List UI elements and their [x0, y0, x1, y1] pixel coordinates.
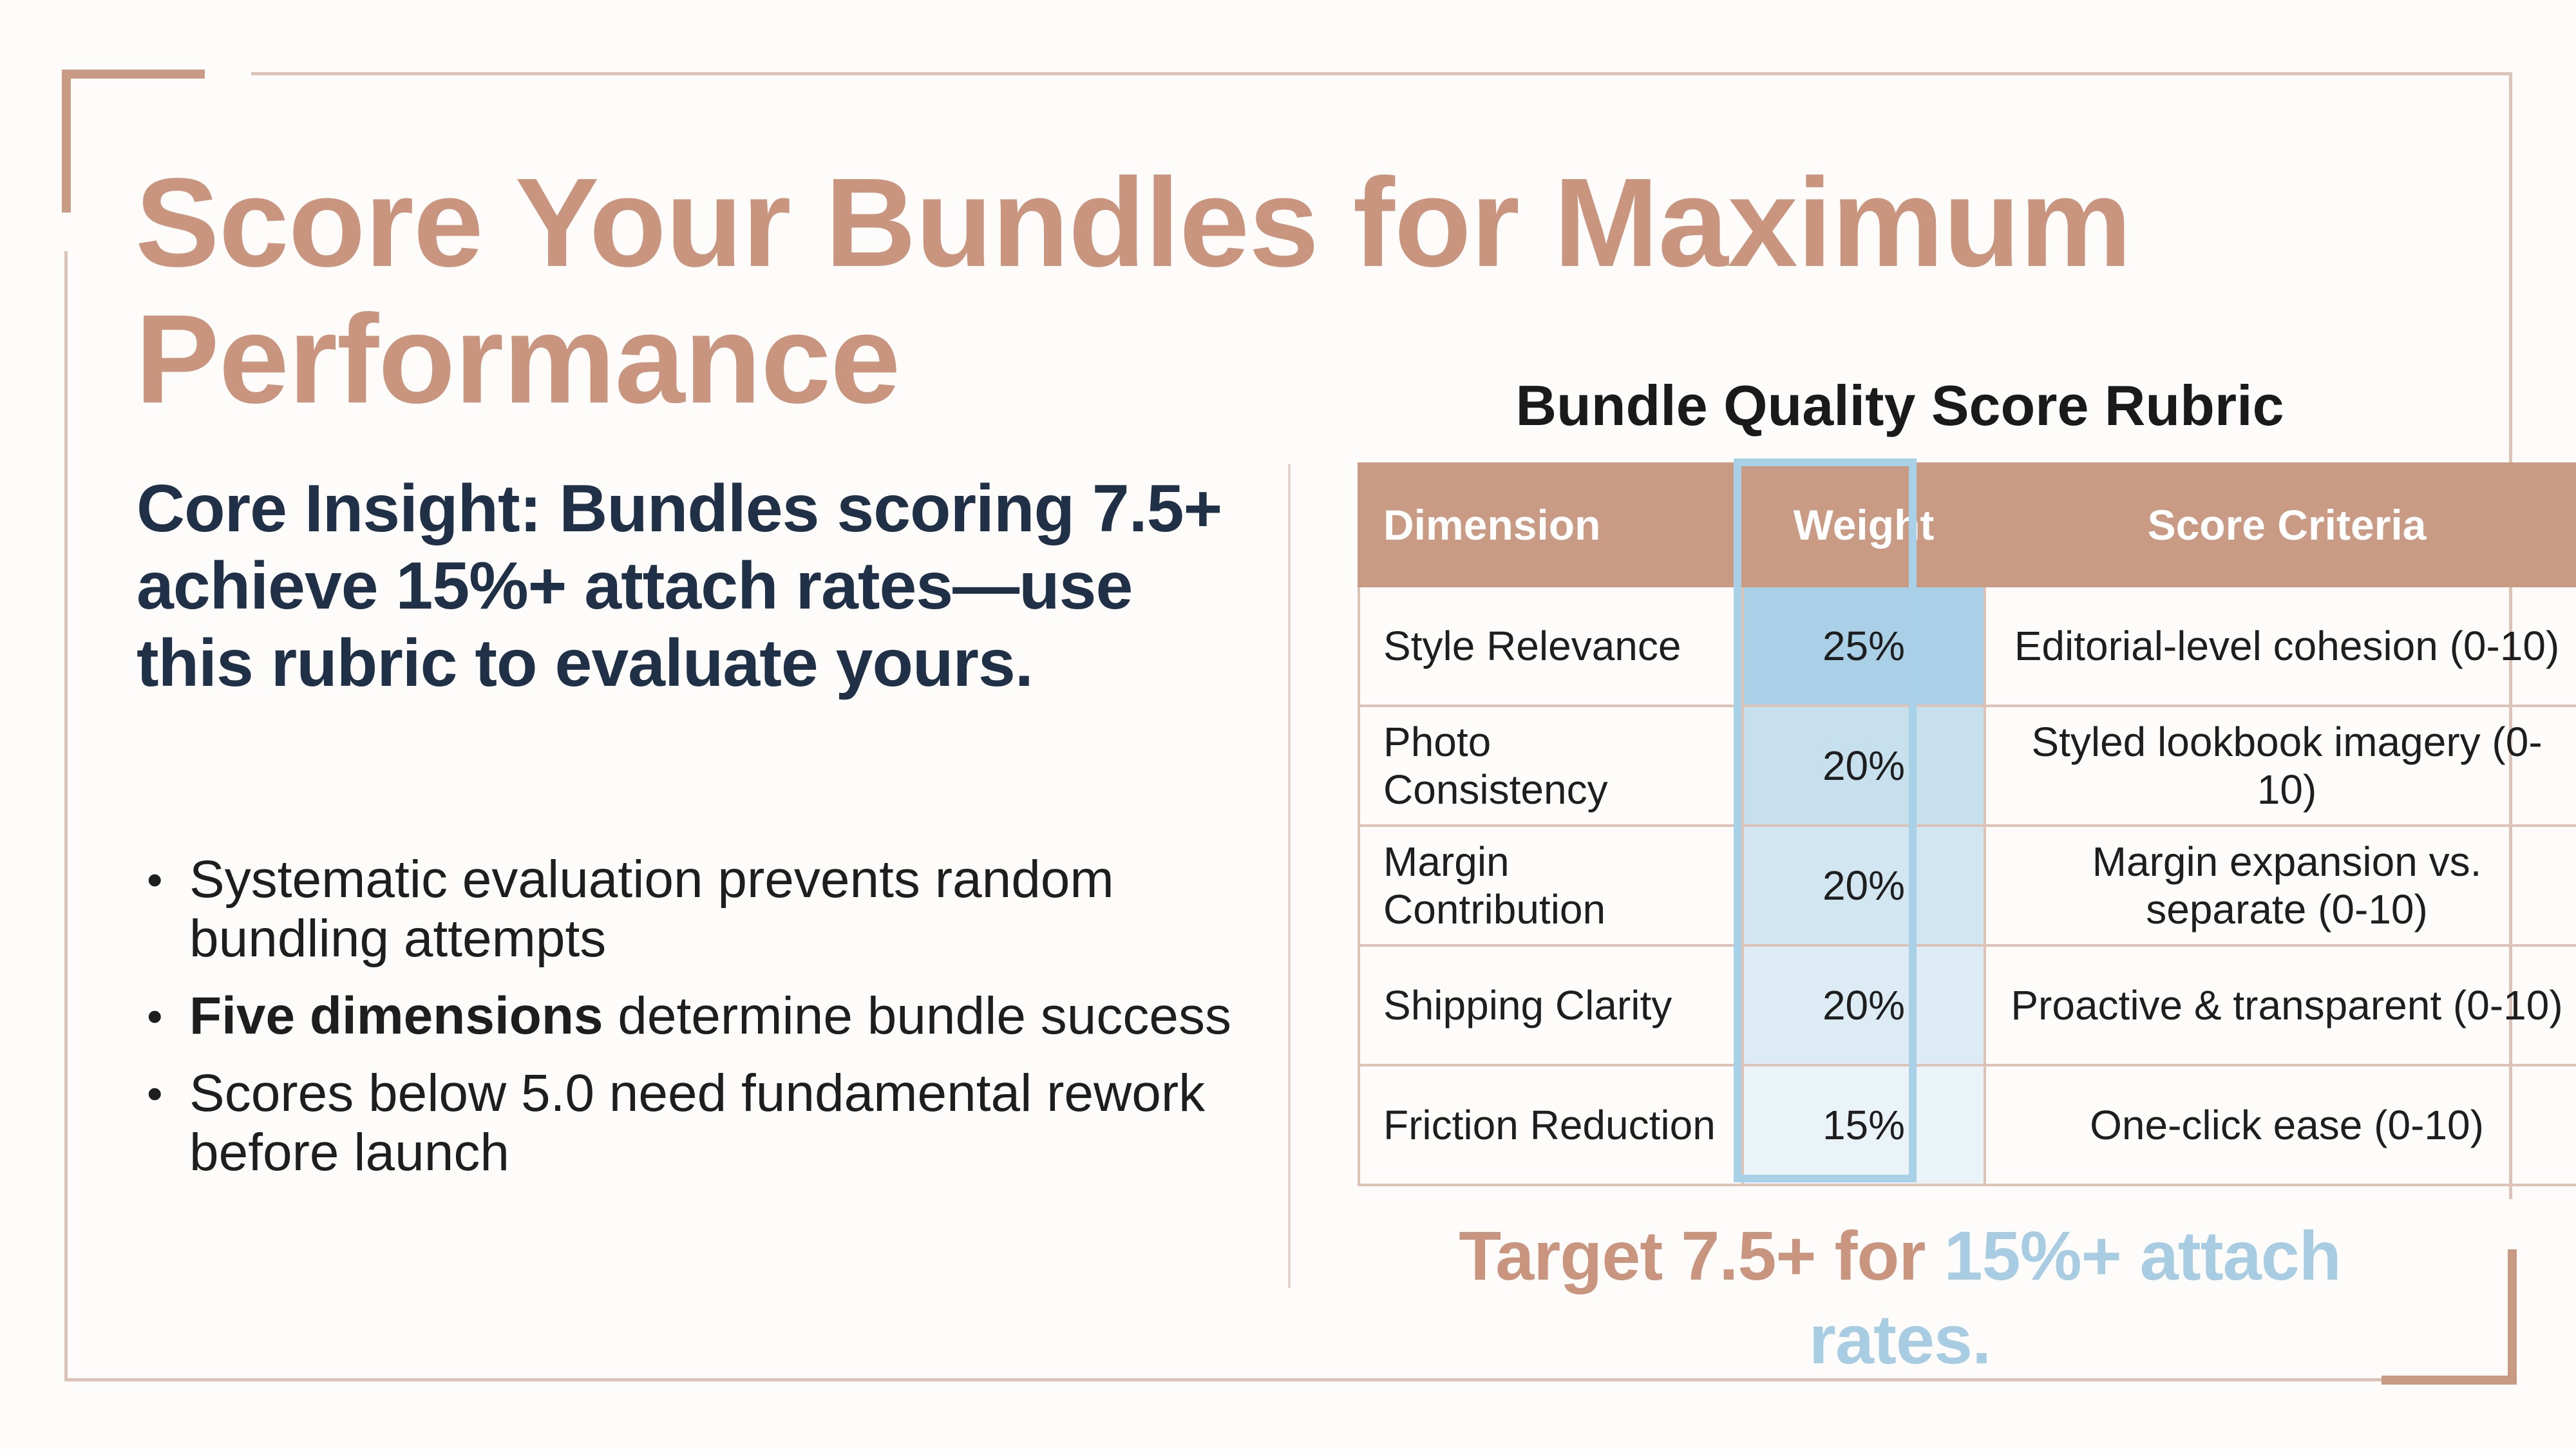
- cell-criteria: Editorial-level cohesion (0-10): [1984, 585, 2576, 707]
- table-row: Friction Reduction 15% One-click ease (0…: [1358, 1064, 2576, 1186]
- column-divider: [1288, 464, 1291, 1288]
- bullet-item: • Five dimensions determine bundle succe…: [147, 987, 1255, 1046]
- rubric-table: Dimension Weight Score Criteria Style Re…: [1358, 462, 2576, 1186]
- target-text-highlight: 15%+ attach rates.: [1808, 1217, 2342, 1378]
- cell-weight: 20%: [1741, 705, 1986, 827]
- cell-weight: 20%: [1741, 824, 1986, 947]
- cell-dimension: Shipping Clarity: [1358, 944, 1744, 1066]
- rubric-table-container: Dimension Weight Score Criteria Style Re…: [1358, 462, 2576, 1186]
- corner-accent-top-horizontal: [62, 70, 205, 79]
- table-header-row: Dimension Weight Score Criteria: [1358, 462, 2576, 587]
- rubric-title: Bundle Quality Score Rubric: [1515, 374, 2284, 437]
- header-weight: Weight: [1741, 462, 1986, 587]
- bullet-item: • Scores below 5.0 need fundamental rewo…: [147, 1064, 1255, 1182]
- frame-bottom-line: [64, 1378, 2383, 1381]
- target-statement: Target 7.5+ for 15%+ attach rates.: [1359, 1214, 2441, 1381]
- cell-criteria: Margin expansion vs. separate (0-10): [1984, 824, 2576, 947]
- corner-accent-bottom-vertical: [2508, 1249, 2517, 1385]
- bullet-text: Scores below 5.0 need fundamental rework…: [189, 1064, 1206, 1182]
- table-row: Margin Contribution 20% Margin expansion…: [1358, 824, 2576, 947]
- table-row: Shipping Clarity 20% Proactive & transpa…: [1358, 944, 2576, 1066]
- frame-top-line: [251, 72, 2512, 75]
- bullet-dot-icon: •: [147, 1068, 163, 1119]
- cell-criteria: Proactive & transparent (0-10): [1984, 944, 2576, 1066]
- bullet-text: determine bundle success: [603, 987, 1231, 1045]
- cell-dimension: Style Relevance: [1358, 585, 1744, 707]
- cell-weight: 20%: [1741, 944, 1986, 1066]
- core-insight: Core Insight: Bundles scoring 7.5+ achie…: [137, 471, 1222, 701]
- bullet-bold: Five dimensions: [189, 987, 603, 1045]
- table-row: Photo Consistency 20% Styled lookbook im…: [1358, 705, 2576, 827]
- bullet-item: • Systematic evaluation prevents random …: [147, 850, 1255, 969]
- cell-dimension: Margin Contribution: [1358, 824, 1744, 947]
- cell-dimension: Friction Reduction: [1358, 1064, 1744, 1186]
- header-criteria: Score Criteria: [1984, 462, 2576, 587]
- frame-left-line: [64, 251, 68, 1381]
- corner-accent-bottom-horizontal: [2382, 1376, 2517, 1385]
- slide-title: Score Your Bundles for Maximum Performan…: [135, 152, 2132, 430]
- cell-criteria: One-click ease (0-10): [1984, 1064, 2576, 1186]
- cell-dimension: Photo Consistency: [1358, 705, 1744, 827]
- table-row: Style Relevance 25% Editorial-level cohe…: [1358, 585, 2576, 707]
- cell-weight: 15%: [1741, 1064, 1986, 1186]
- bullet-list: • Systematic evaluation prevents random …: [147, 850, 1255, 1200]
- cell-weight: 25%: [1741, 585, 1986, 707]
- bullet-text: Systematic evaluation prevents random bu…: [189, 850, 1114, 968]
- bullet-dot-icon: •: [147, 855, 163, 905]
- cell-criteria: Styled lookbook imagery (0-10): [1984, 705, 2576, 827]
- header-dimension: Dimension: [1358, 462, 1744, 587]
- bullet-dot-icon: •: [147, 991, 163, 1041]
- target-text-primary: Target 7.5+ for: [1459, 1217, 1944, 1294]
- corner-accent-top-vertical: [62, 70, 71, 213]
